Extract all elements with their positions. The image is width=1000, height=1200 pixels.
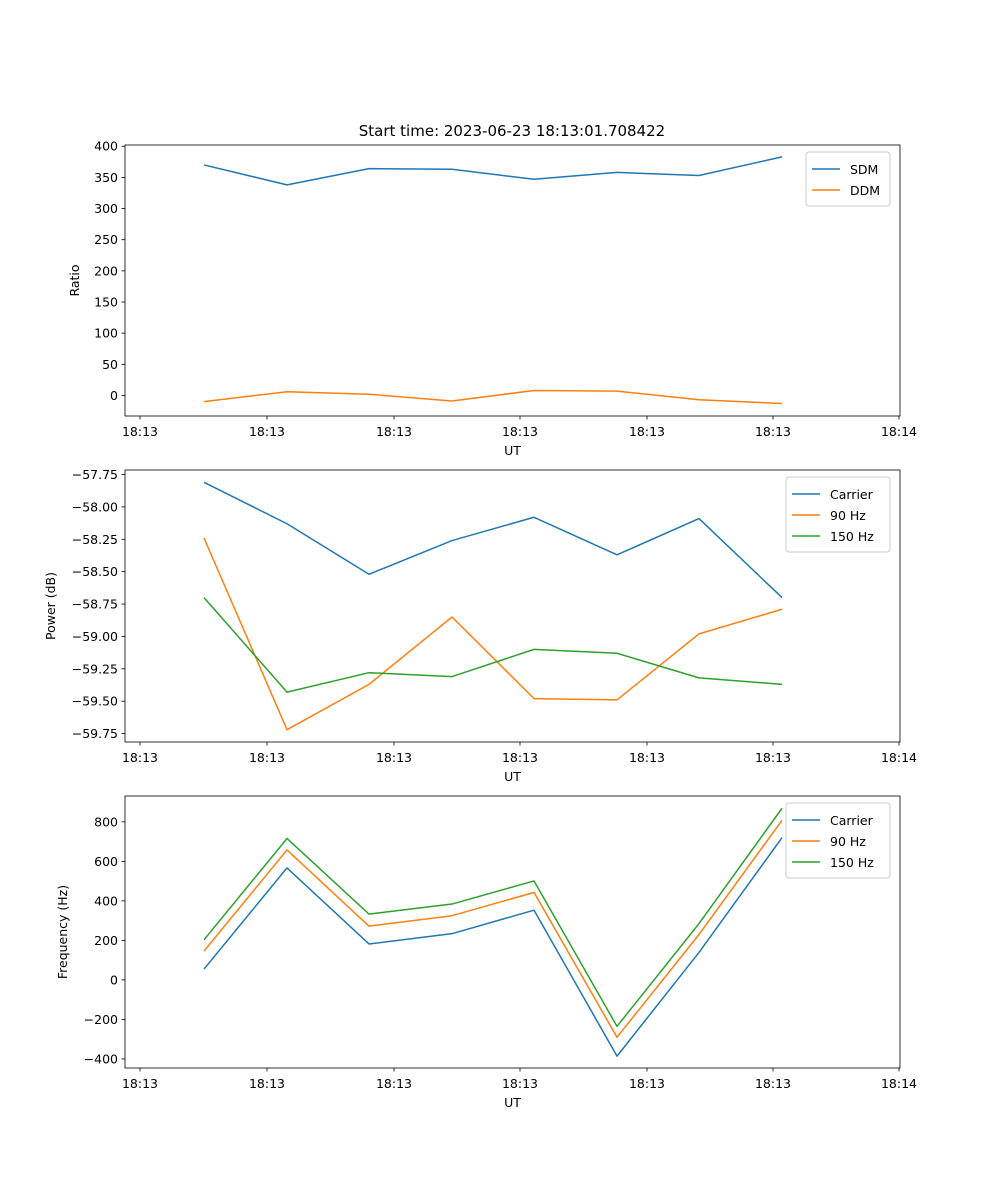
- x-tick-label-1-4: 18:13: [629, 750, 665, 765]
- series-line-1-1: [203, 537, 783, 731]
- x-tick-label-0-6: 18:14: [881, 424, 917, 439]
- series-line-2-0: [203, 837, 783, 1057]
- x-axis-label-0: UT: [504, 443, 521, 458]
- y-tick-label-1-2: −59.25: [72, 661, 118, 676]
- axes-frame-1: [124, 469, 901, 743]
- x-tick-label-1-2: 18:13: [376, 750, 412, 765]
- x-tick-label-0-5: 18:13: [755, 424, 791, 439]
- legend-label-0-0: SDM: [850, 162, 878, 177]
- x-tick-label-1-5: 18:13: [755, 750, 791, 765]
- y-tick-label-0-6: 300: [94, 201, 118, 216]
- y-tick-label-2-2: 0: [110, 972, 118, 987]
- axes-frame-0: [124, 144, 901, 417]
- series-line-1-0: [203, 481, 783, 599]
- y-tick-label-1-0: −59.75: [72, 726, 118, 741]
- x-tick-label-1-3: 18:13: [502, 750, 538, 765]
- y-tick-label-1-4: −58.75: [72, 597, 118, 612]
- y-tick-label-1-7: −58.00: [72, 499, 118, 514]
- y-axis-label-2: Frequency (Hz): [55, 885, 70, 979]
- legend-label-1-0: Carrier: [830, 487, 874, 502]
- y-tick-label-1-3: −59.00: [72, 629, 118, 644]
- x-tick-label-2-5: 18:13: [755, 1076, 791, 1091]
- x-tick-label-0-0: 18:13: [122, 424, 158, 439]
- y-tick-label-1-8: −57.75: [72, 467, 118, 482]
- y-tick-label-0-3: 150: [94, 294, 118, 309]
- y-tick-label-2-4: 400: [94, 893, 118, 908]
- y-tick-label-2-3: 200: [94, 933, 118, 948]
- x-tick-label-0-1: 18:13: [249, 424, 285, 439]
- x-tick-label-2-0: 18:13: [122, 1076, 158, 1091]
- y-tick-label-2-6: 800: [94, 814, 118, 829]
- legend-box-0: [805, 151, 891, 207]
- x-tick-label-2-4: 18:13: [629, 1076, 665, 1091]
- x-tick-label-2-1: 18:13: [249, 1076, 285, 1091]
- legend-label-1-1: 90 Hz: [830, 508, 866, 523]
- legend-label-2-0: Carrier: [830, 813, 874, 828]
- y-tick-label-0-7: 350: [94, 170, 118, 185]
- series-line-1-2: [203, 597, 783, 693]
- x-axis-label-2: UT: [504, 1095, 521, 1110]
- y-tick-label-0-1: 50: [102, 357, 118, 372]
- legend-box-2: [785, 802, 891, 879]
- legend-label-2-1: 90 Hz: [830, 834, 866, 849]
- x-tick-label-0-2: 18:13: [376, 424, 412, 439]
- x-tick-label-1-0: 18:13: [122, 750, 158, 765]
- legend-label-2-2: 150 Hz: [830, 855, 874, 870]
- legend-label-1-2: 150 Hz: [830, 529, 874, 544]
- y-tick-label-1-5: −58.50: [72, 564, 118, 579]
- y-tick-label-1-6: −58.25: [72, 532, 118, 547]
- y-tick-label-0-4: 200: [94, 263, 118, 278]
- x-tick-label-1-1: 18:13: [249, 750, 285, 765]
- x-tick-label-1-6: 18:14: [881, 750, 917, 765]
- legend-label-0-1: DDM: [850, 183, 880, 198]
- x-axis-label-1: UT: [504, 769, 521, 784]
- y-axis-label-1: Power (dB): [43, 572, 58, 640]
- x-tick-label-2-3: 18:13: [502, 1076, 538, 1091]
- x-tick-label-2-6: 18:14: [881, 1076, 917, 1091]
- y-tick-label-0-8: 400: [94, 139, 118, 154]
- series-line-2-2: [203, 807, 783, 1028]
- legend-box-1: [785, 476, 891, 553]
- y-tick-label-2-0: −400: [84, 1051, 118, 1066]
- y-tick-label-1-1: −59.50: [72, 694, 118, 709]
- y-tick-label-0-5: 250: [94, 232, 118, 247]
- figure-title: Start time: 2023-06-23 18:13:01.708422: [359, 122, 665, 140]
- series-line-2-1: [203, 819, 783, 1038]
- x-tick-label-0-4: 18:13: [629, 424, 665, 439]
- y-tick-label-0-2: 100: [94, 326, 118, 341]
- x-tick-label-2-2: 18:13: [376, 1076, 412, 1091]
- axes-frame-2: [124, 795, 901, 1069]
- y-tick-label-2-1: −200: [84, 1012, 118, 1027]
- y-tick-label-0-0: 0: [110, 388, 118, 403]
- x-tick-label-0-3: 18:13: [502, 424, 538, 439]
- series-line-0-0: [203, 156, 783, 186]
- y-axis-label-0: Ratio: [67, 264, 82, 296]
- y-tick-label-2-5: 600: [94, 854, 118, 869]
- series-line-0-1: [203, 389, 783, 405]
